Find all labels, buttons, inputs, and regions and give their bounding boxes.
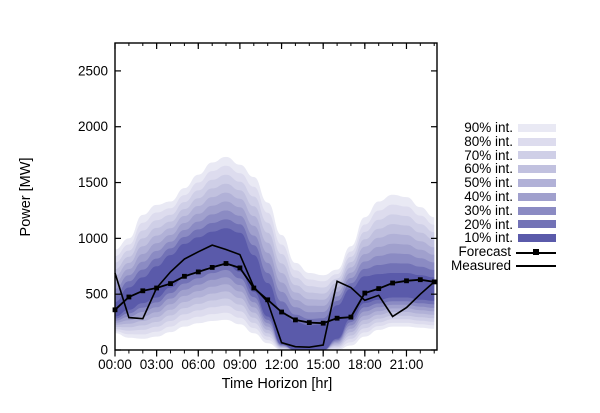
legend-label: Forecast [458, 244, 511, 260]
legend-entry-40-int: 40% int. [438, 190, 556, 204]
chart-legend: 90% int. 80% int. 70% int. 60% int. 50% int.… [438, 121, 556, 273]
legend-band-swatch [518, 206, 556, 215]
legend-line-swatch [516, 248, 556, 257]
forecast-marker [404, 278, 409, 284]
forecast-marker [348, 314, 354, 320]
forecast-marker [431, 279, 437, 285]
legend-label: 60% int. [464, 161, 513, 177]
legend-band-swatch [518, 234, 556, 243]
forecast-marker [251, 285, 257, 291]
forecast-marker [209, 265, 215, 270]
legend-label: 80% int. [464, 133, 513, 149]
forecast-marker [182, 273, 187, 279]
y-axis-title: Power [MW] [18, 157, 34, 237]
y-tick-label: 500 [85, 287, 108, 302]
legend-square-marker-icon [533, 249, 539, 256]
legend-label: 10% int. [464, 230, 513, 246]
legend-band-swatch [518, 151, 556, 160]
forecast-marker [390, 280, 395, 286]
legend-band-swatch [518, 220, 556, 229]
legend-entry-measured: Measured [438, 259, 556, 273]
x-tick-label: 12:00 [265, 357, 299, 372]
legend-entry-50-int: 50% int. [438, 176, 556, 190]
legend-label: 70% int. [464, 147, 513, 163]
legend-entry-20-int: 20% int. [438, 216, 556, 232]
legend-label: 40% int. [464, 188, 513, 204]
forecast-marker [237, 265, 243, 271]
legend-label: 90% int. [464, 120, 513, 135]
x-tick-label: 21:00 [390, 357, 424, 372]
legend-entry-90-int: 90% int. [438, 121, 556, 135]
forecast-marker [195, 269, 201, 275]
legend-entry-80-int: 80% int. [438, 133, 556, 149]
y-tick-label: 2000 [78, 119, 108, 134]
y-tick-label: 2500 [78, 63, 108, 78]
legend-band-swatch [518, 123, 556, 132]
legend-label: 30% int. [464, 202, 513, 218]
x-tick-label: 03:00 [140, 357, 174, 372]
forecast-marker [154, 285, 159, 291]
x-tick-label: 18:00 [348, 357, 382, 372]
legend-label: 20% int. [464, 216, 513, 232]
forecast-marker [140, 288, 146, 294]
legend-entry-forecast: Forecast [438, 245, 556, 259]
forecast-marker [223, 261, 229, 266]
legend-band-swatch [518, 179, 556, 188]
legend-band-swatch [518, 165, 556, 174]
forecast-marker [293, 317, 298, 323]
x-tick-label: 00:00 [98, 357, 132, 372]
y-tick-label: 0 [100, 343, 108, 358]
y-tick-label: 1500 [78, 175, 108, 190]
forecast-marker [334, 315, 340, 321]
interval-band-10 [115, 228, 435, 350]
forecast-marker [168, 281, 173, 286]
forecast-marker [417, 277, 423, 283]
y-tick-label: 1000 [78, 231, 108, 246]
forecast-marker [265, 297, 271, 303]
x-axis-title: Time Horizon [hr] [221, 376, 333, 392]
plot-border [114, 42, 438, 351]
forecast-marker [376, 286, 382, 291]
legend-entry-70-int: 70% int. [438, 147, 556, 163]
measured-line [114, 244, 435, 349]
forecast-marker [320, 320, 326, 326]
legend-entry-30-int: 30% int. [438, 202, 556, 218]
legend-line-sample [516, 265, 556, 268]
x-tick-label: 09:00 [223, 357, 257, 372]
forecast-marker [279, 309, 284, 315]
legend-band-swatch [518, 192, 556, 201]
legend-entry-60-int: 60% int. [438, 162, 556, 176]
forecast-marker [362, 290, 368, 296]
x-tick-label: 15:00 [306, 357, 340, 372]
legend-entry-10-int: 10% int. [438, 231, 556, 245]
legend-label: 50% int. [464, 175, 513, 191]
x-tick-label: 06:00 [181, 357, 215, 372]
legend-band-swatch [518, 137, 556, 146]
legend-line-swatch [516, 261, 556, 270]
legend-label: Measured [450, 257, 511, 273]
forecast-marker [126, 294, 132, 300]
forecast-marker [306, 320, 312, 325]
